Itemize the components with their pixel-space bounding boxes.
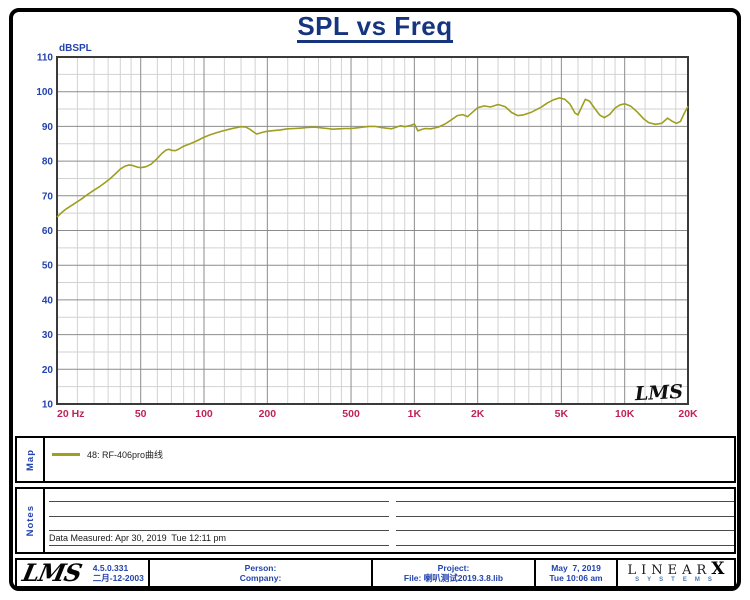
legend-swatch bbox=[52, 453, 80, 456]
notes-rule-line bbox=[49, 516, 389, 517]
file-label: File: 喇叭测试2019.3.8.lib bbox=[403, 573, 504, 583]
notes-rule-line bbox=[49, 501, 389, 502]
chart-title-row: SPL vs Freq bbox=[0, 13, 750, 43]
xlab-text: 200 bbox=[259, 408, 277, 420]
spl-curve bbox=[56, 97, 689, 218]
ylab-text: 50 bbox=[42, 261, 54, 272]
measure-time: Tue 10:06 am bbox=[549, 573, 603, 583]
legend-item: 48: RF-406pro曲线 bbox=[52, 448, 163, 461]
xlab-text: 50 bbox=[135, 408, 147, 420]
spl-curve-line bbox=[56, 97, 689, 218]
build-date: 二月-12-2003 bbox=[92, 573, 144, 583]
legend-label: 48: RF-406pro曲线 bbox=[87, 450, 164, 460]
ylab-text: 30 bbox=[42, 330, 54, 341]
xlab-text: 20K bbox=[678, 408, 698, 420]
linearx-x: X bbox=[711, 559, 725, 579]
xlab-text: 2K bbox=[471, 408, 485, 420]
y-axis-labels: 10 20 30 40 50 60 70 80 90 100 110 bbox=[36, 53, 53, 411]
map-panel-label: Map bbox=[24, 448, 36, 471]
xlab-text: 20 Hz bbox=[57, 408, 84, 420]
person-label: Person: bbox=[244, 562, 277, 573]
notes-panel: Notes Data Measured: Apr 30, 2019 Tue 12… bbox=[15, 487, 736, 554]
map-panel-label-cell: Map bbox=[17, 438, 45, 481]
notes-rule-line bbox=[49, 530, 389, 531]
ylab-text: 110 bbox=[37, 53, 54, 64]
notes-panel-label-cell: Notes bbox=[17, 489, 45, 552]
linearx-logo-top: LINEARX bbox=[627, 561, 724, 578]
project-label: Project: bbox=[437, 562, 470, 573]
xlab-text: 500 bbox=[342, 408, 360, 420]
xlab-text: 1K bbox=[408, 408, 422, 420]
linearx-text: LINEAR bbox=[627, 563, 712, 578]
ylab-text: 20 bbox=[42, 365, 54, 376]
x-axis-labels: 20 Hz 50 100 200 500 1K 2K 5K 10K 20K bbox=[57, 408, 698, 420]
notes-rule-line bbox=[396, 516, 734, 517]
xlab-text: 10K bbox=[615, 408, 635, 420]
footer-project-cell: Project: File: 喇叭测试2019.3.8.lib bbox=[373, 560, 536, 586]
notes-panel-label: Notes bbox=[24, 504, 36, 537]
company-label: Company: bbox=[239, 573, 282, 583]
ylab-text: 90 bbox=[42, 122, 54, 133]
ylab-text: 10 bbox=[42, 400, 54, 411]
notes-panel-content: Data Measured: Apr 30, 2019 Tue 12:11 pm bbox=[45, 489, 734, 552]
footer-date-cell: May 7, 2019 Tue 10:06 am bbox=[536, 560, 618, 586]
map-panel-content: 48: RF-406pro曲线 bbox=[45, 438, 734, 481]
notes-rule-line bbox=[396, 545, 734, 546]
footer-person-cell: Person: Company: bbox=[150, 560, 373, 586]
xlab-text: 100 bbox=[195, 408, 213, 420]
ylab-text: 60 bbox=[42, 226, 54, 237]
lms-watermark: LMS bbox=[633, 381, 683, 406]
ylab-text: 70 bbox=[42, 191, 54, 202]
grid-lines bbox=[57, 57, 688, 404]
version-block: 4.5.0.331 二月-12-2003 bbox=[93, 563, 144, 584]
map-panel: Map 48: RF-406pro曲线 bbox=[15, 436, 736, 483]
linearx-logo: LINEARX SYSTEMS bbox=[618, 560, 734, 586]
measure-date: May 7, 2019 bbox=[551, 562, 601, 573]
systems-text: SYSTEMS bbox=[635, 577, 720, 583]
version-number: 4.5.0.331 bbox=[92, 562, 129, 573]
footer-logo-cell: LMS 4.5.0.331 二月-12-2003 bbox=[17, 558, 150, 587]
notes-rule-line bbox=[396, 501, 734, 502]
plot-frame bbox=[56, 56, 689, 405]
y-axis-title: dBSPL bbox=[59, 43, 92, 54]
data-measured-text: Data Measured: Apr 30, 2019 Tue 12:11 pm bbox=[49, 533, 226, 543]
footer-bar: LMS 4.5.0.331 二月-12-2003 Person: Company… bbox=[15, 558, 736, 588]
notes-rule-line bbox=[396, 530, 734, 531]
notes-rule-line bbox=[49, 545, 389, 546]
lms-logo: LMS bbox=[20, 558, 84, 587]
page-title: SPL vs Freq bbox=[297, 11, 453, 43]
xlab-text: 5K bbox=[555, 408, 569, 420]
ylab-text: 100 bbox=[36, 87, 53, 98]
ylab-text: 40 bbox=[42, 295, 54, 306]
ylab-text: 80 bbox=[42, 157, 54, 168]
